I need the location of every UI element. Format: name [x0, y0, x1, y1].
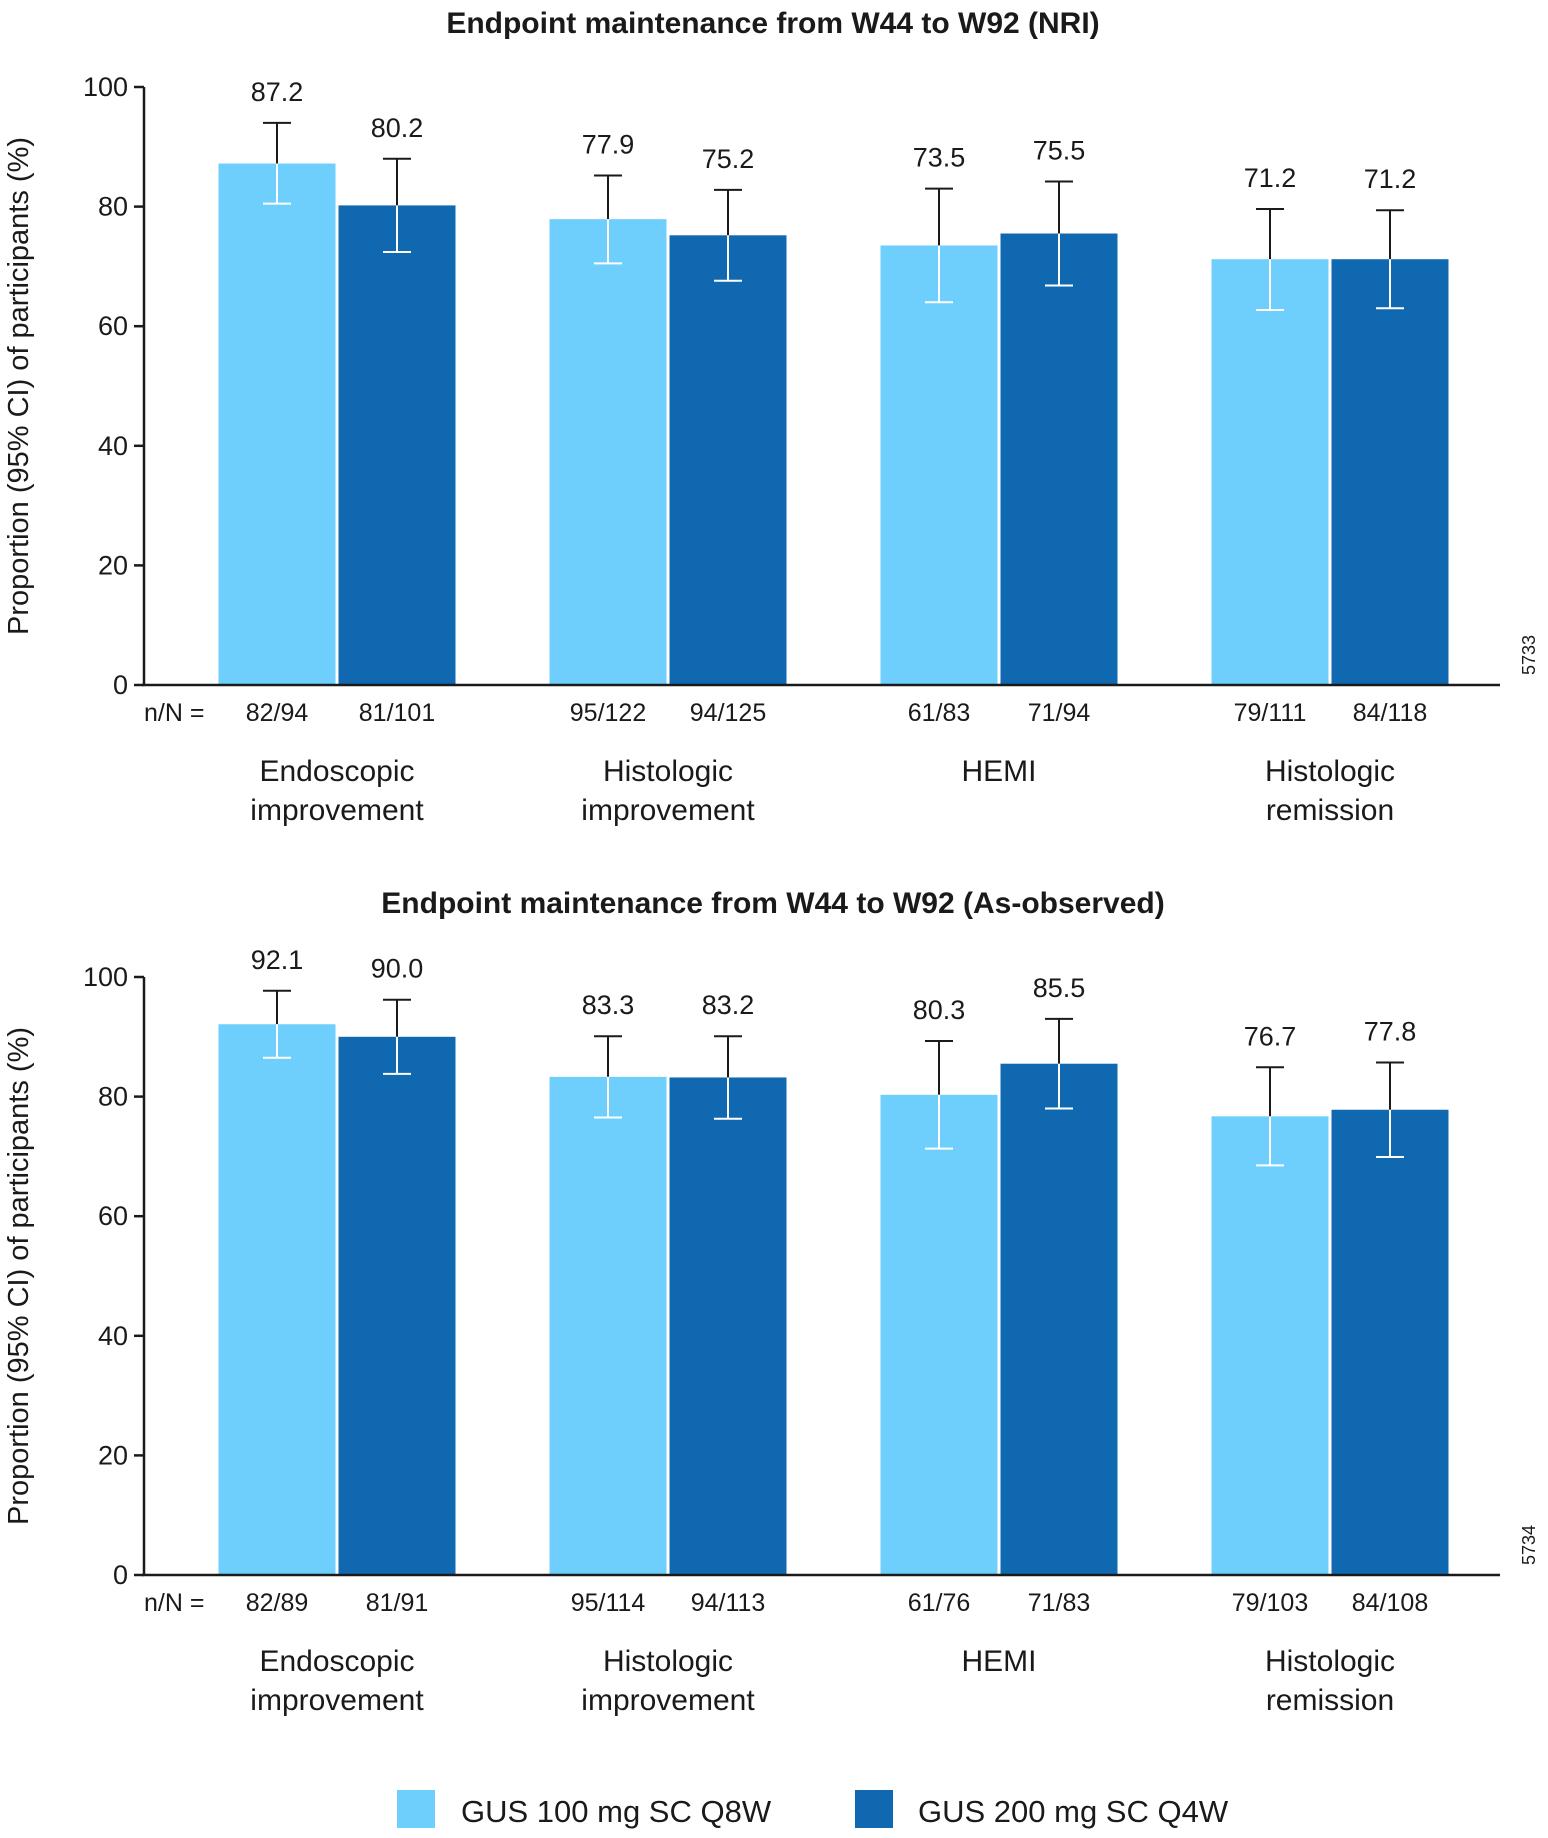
y-tick-label: 100 [83, 72, 128, 102]
category-label: Histologic [603, 755, 733, 788]
bar [1000, 1063, 1118, 1575]
data-label: 80.3 [913, 995, 966, 1025]
y-tick-label: 20 [98, 550, 128, 580]
bar [880, 1094, 998, 1575]
bar [1331, 1109, 1449, 1575]
n-label: 81/91 [366, 1589, 429, 1617]
n-label: 94/125 [690, 699, 766, 727]
data-label: 71.2 [1364, 164, 1417, 194]
category-label: Endoscopic [259, 755, 414, 788]
chart-title: Endpoint maintenance from W44 to W92 (As… [381, 887, 1164, 920]
data-label: 73.5 [913, 143, 966, 173]
data-label: 77.8 [1364, 1017, 1417, 1047]
bar [218, 163, 336, 685]
n-label: 82/89 [246, 1589, 309, 1617]
bar [338, 205, 456, 686]
y-tick-label: 0 [113, 1560, 128, 1590]
n-label: 81/101 [359, 699, 435, 727]
n-label: 79/103 [1232, 1589, 1308, 1617]
y-axis-label: Proportion (95% CI) of participants (%) [3, 1027, 35, 1525]
n-label: 82/94 [246, 699, 309, 727]
data-label: 92.1 [251, 945, 304, 975]
category-label: Histologic [1265, 1645, 1395, 1678]
category-label: improvement [581, 1684, 755, 1717]
data-label: 87.2 [251, 77, 304, 107]
chart-panel-as-observed: Endpoint maintenance from W44 to W92 (As… [3, 887, 1539, 1717]
n-label: 61/83 [908, 699, 971, 727]
n-prefix-label: n/N = [144, 1589, 204, 1617]
n-label: 84/118 [1353, 699, 1428, 727]
bar [669, 1077, 787, 1575]
legend-swatch-gus-100 [397, 1790, 435, 1828]
n-label: 94/113 [691, 1589, 766, 1617]
y-tick-label: 40 [98, 431, 128, 461]
category-label: remission [1266, 794, 1394, 827]
bar [1000, 233, 1118, 685]
data-label: 83.3 [582, 990, 635, 1020]
data-label: 76.7 [1244, 1021, 1297, 1051]
y-tick-label: 20 [98, 1440, 128, 1470]
figure-code: 5733 [1519, 635, 1539, 675]
n-label: 71/94 [1028, 699, 1091, 727]
bar [549, 219, 667, 685]
n-label: 79/111 [1234, 699, 1307, 727]
data-label: 85.5 [1033, 973, 1086, 1003]
n-label: 95/122 [570, 699, 646, 727]
chart-title: Endpoint maintenance from W44 to W92 (NR… [446, 7, 1099, 40]
n-label: 84/108 [1352, 1589, 1428, 1617]
y-axis-label: Proportion (95% CI) of participants (%) [3, 137, 35, 635]
bar [338, 1036, 456, 1575]
y-tick-label: 40 [98, 1321, 128, 1351]
data-label: 80.2 [371, 113, 424, 143]
bar [218, 1024, 336, 1575]
y-tick-label: 80 [98, 192, 128, 222]
category-label: Histologic [1265, 755, 1395, 788]
legend: GUS 100 mg SC Q8W GUS 200 mg SC Q4W [397, 1790, 1229, 1829]
n-label: 61/76 [908, 1589, 971, 1617]
data-label: 83.2 [702, 990, 755, 1020]
y-tick-label: 80 [98, 1082, 128, 1112]
data-label: 75.5 [1033, 135, 1086, 165]
chart-panel-nri: Endpoint maintenance from W44 to W92 (NR… [3, 7, 1539, 827]
n-label: 95/114 [571, 1589, 646, 1617]
y-tick-label: 60 [98, 311, 128, 341]
bar [1211, 1116, 1329, 1575]
bar [1331, 259, 1449, 685]
bar [1211, 259, 1329, 685]
n-prefix-label: n/N = [144, 699, 204, 727]
y-tick-label: 0 [113, 670, 128, 700]
legend-label-gus-200: GUS 200 mg SC Q4W [918, 1794, 1229, 1829]
category-label: improvement [250, 794, 424, 827]
category-label: Endoscopic [259, 1645, 414, 1678]
data-label: 90.0 [371, 954, 424, 984]
category-label: improvement [250, 1684, 424, 1717]
data-label: 77.9 [582, 130, 635, 160]
data-label: 75.2 [702, 144, 755, 174]
category-label: HEMI [962, 1645, 1037, 1678]
category-label: HEMI [962, 755, 1037, 788]
bar [880, 245, 998, 685]
n-label: 71/83 [1028, 1589, 1091, 1617]
legend-label-gus-100: GUS 100 mg SC Q8W [461, 1794, 772, 1829]
bar [669, 235, 787, 685]
category-label: Histologic [603, 1645, 733, 1678]
y-tick-label: 60 [98, 1201, 128, 1231]
bar [549, 1076, 667, 1575]
y-tick-label: 100 [83, 962, 128, 992]
figure-code: 5734 [1519, 1525, 1539, 1565]
category-label: remission [1266, 1684, 1394, 1717]
legend-swatch-gus-200 [855, 1790, 893, 1828]
data-label: 71.2 [1244, 163, 1297, 193]
category-label: improvement [581, 794, 755, 827]
